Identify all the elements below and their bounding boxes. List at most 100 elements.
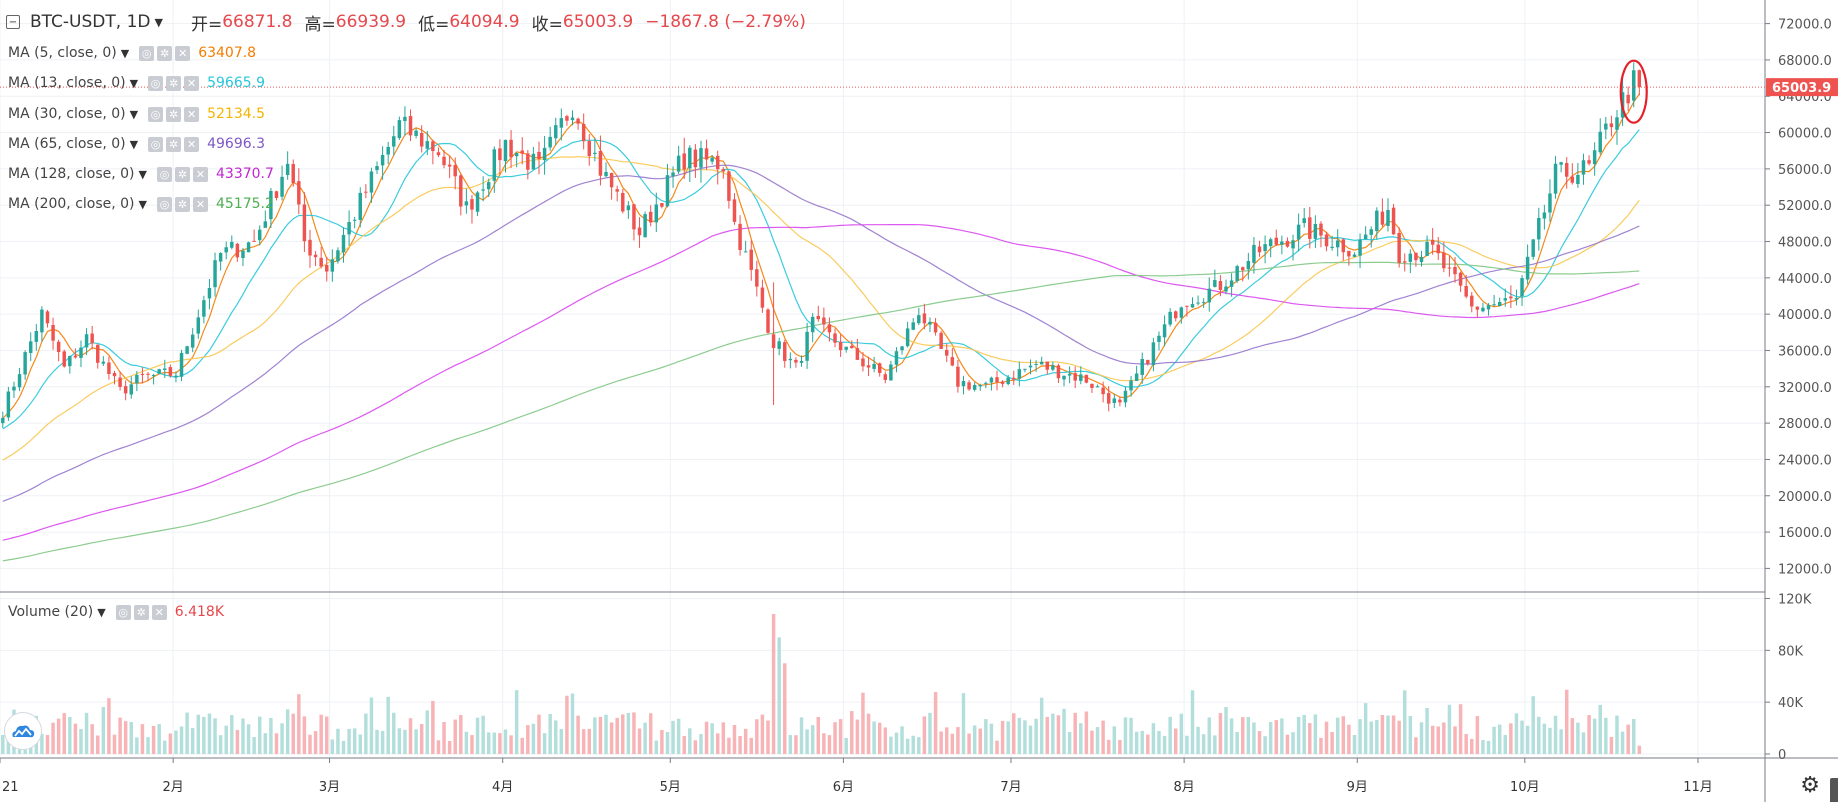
candle-body (1062, 375, 1066, 380)
volume-bar (118, 717, 122, 754)
candle-body (922, 313, 927, 324)
eye-icon[interactable]: ◎ (157, 166, 172, 182)
eye-icon[interactable]: ◎ (148, 75, 164, 91)
volume-bar (1598, 704, 1602, 754)
chevron-down-icon[interactable]: ▼ (138, 197, 147, 211)
volume-bar (425, 710, 430, 754)
candle-body (12, 386, 16, 391)
logo-icon[interactable] (4, 712, 42, 750)
eye-icon[interactable]: ◎ (139, 45, 155, 61)
candle-body (185, 346, 189, 354)
close-icon[interactable]: ✕ (184, 136, 200, 152)
volume-bar (648, 713, 653, 754)
scrollbar[interactable] (1830, 778, 1838, 802)
chevron-down-icon[interactable]: ▼ (129, 137, 139, 151)
candle-body (1559, 162, 1563, 165)
volume-tick-label: 0 (1778, 748, 1786, 763)
candle-body (810, 316, 815, 333)
collapse-icon[interactable]: − (6, 15, 20, 29)
volume-bar (1503, 735, 1508, 754)
close-icon[interactable]: ✕ (193, 166, 208, 182)
close-icon[interactable]: ✕ (193, 196, 208, 212)
candle-body (112, 373, 117, 377)
close-icon[interactable]: ✕ (184, 106, 200, 122)
candle-body (1090, 383, 1094, 388)
indicator-label[interactable]: MA (5, close, 0) (8, 45, 117, 61)
chevron-down-icon[interactable]: ▼ (129, 76, 139, 90)
chevron-down-icon[interactable]: ▼ (129, 107, 139, 121)
settings-icon[interactable]: ✲ (157, 45, 173, 61)
chevron-down-icon[interactable]: ▼ (154, 15, 163, 29)
candle-body (1302, 218, 1306, 224)
chevron-down-icon[interactable]: ▼ (97, 605, 106, 619)
candle-body (548, 136, 552, 148)
volume-bar (715, 733, 720, 754)
eye-icon[interactable]: ◎ (148, 136, 164, 152)
candle-body (369, 171, 374, 193)
volume-bar (1475, 716, 1480, 754)
candle-body (1185, 305, 1189, 307)
eye-icon[interactable]: ◎ (115, 604, 131, 620)
candle-body (1347, 250, 1351, 257)
eye-icon[interactable]: ◎ (157, 196, 172, 212)
close-icon[interactable]: ✕ (184, 75, 200, 91)
indicator-row[interactable]: MA (30, close, 0) ▼ ◎ ✲ ✕ 52134.5 (8, 104, 265, 124)
candle-body (453, 165, 457, 177)
indicator-row[interactable]: MA (13, close, 0) ▼ ◎ ✲ ✕ 59665.9 (8, 73, 265, 93)
volume-bar (1017, 717, 1022, 754)
candle-body (833, 333, 837, 343)
candle-body (905, 328, 910, 347)
candle-body (526, 153, 530, 170)
indicator-label[interactable]: MA (65, close, 0) (8, 136, 126, 152)
volume-bar (470, 735, 474, 754)
candle-body (509, 139, 513, 158)
candle-body (688, 147, 692, 169)
eye-icon[interactable]: ◎ (148, 106, 164, 122)
candle-body (1408, 253, 1413, 262)
candle-body (699, 148, 703, 168)
gear-icon[interactable]: ⚙ (1800, 773, 1820, 798)
candle-body (40, 309, 44, 333)
volume-indicator-label[interactable]: Volume (20) (8, 604, 94, 620)
volume-bar (1430, 725, 1435, 754)
interval[interactable]: 1D (126, 12, 151, 32)
settings-icon[interactable]: ✲ (133, 604, 149, 620)
indicator-row[interactable]: MA (65, close, 0) ▼ ◎ ✲ ✕ 49696.3 (8, 134, 265, 154)
volume-bar (1492, 726, 1496, 754)
candle-body (23, 352, 27, 375)
symbol-name[interactable]: BTC-USDT (30, 12, 116, 32)
indicator-label[interactable]: MA (200, close, 0) (8, 196, 135, 212)
volume-bar (1129, 717, 1133, 754)
volume-bar (40, 733, 44, 754)
settings-icon[interactable]: ✲ (166, 75, 182, 91)
volume-bar (1313, 714, 1318, 754)
ma-200-line (2, 261, 1640, 562)
volume-bar (1196, 726, 1200, 754)
symbol-header[interactable]: − BTC-USDT, 1D ▼ 开= 66871.8 高= 66939.9 低= 6… (6, 10, 806, 35)
indicator-label[interactable]: MA (128, close, 0) (8, 166, 135, 182)
settings-icon[interactable]: ✲ (175, 166, 190, 182)
settings-icon[interactable]: ✲ (166, 106, 182, 122)
chevron-down-icon[interactable]: ▼ (138, 167, 147, 181)
volume-indicator-row[interactable]: Volume (20) ▼ ◎ ✲ ✕ 6.418K (8, 602, 224, 622)
close-icon[interactable]: ✕ (151, 604, 167, 620)
volume-bar (1229, 718, 1234, 754)
indicator-row[interactable]: MA (128, close, 0) ▼ ◎ ✲ ✕ 43370.7 (8, 164, 274, 184)
close-icon[interactable]: ✕ (175, 45, 191, 61)
candle-body (123, 386, 128, 394)
chevron-down-icon[interactable]: ▼ (120, 46, 130, 60)
indicator-value: 49696.3 (207, 136, 265, 152)
indicator-label[interactable]: MA (30, close, 0) (8, 106, 126, 122)
indicator-row[interactable]: MA (5, close, 0) ▼ ◎ ✲ ✕ 63407.8 (8, 43, 256, 63)
candle-body (816, 315, 820, 320)
candle-body (207, 288, 212, 299)
settings-icon[interactable]: ✲ (166, 136, 182, 152)
candle-body (297, 181, 301, 205)
indicator-row[interactable]: MA (200, close, 0) ▼ ◎ ✲ ✕ 45175.2 (8, 194, 274, 214)
time-tick-label: 11月 (1683, 780, 1713, 795)
indicator-label[interactable]: MA (13, close, 0) (8, 75, 126, 91)
settings-icon[interactable]: ✲ (175, 196, 190, 212)
candle-body (1224, 286, 1228, 292)
